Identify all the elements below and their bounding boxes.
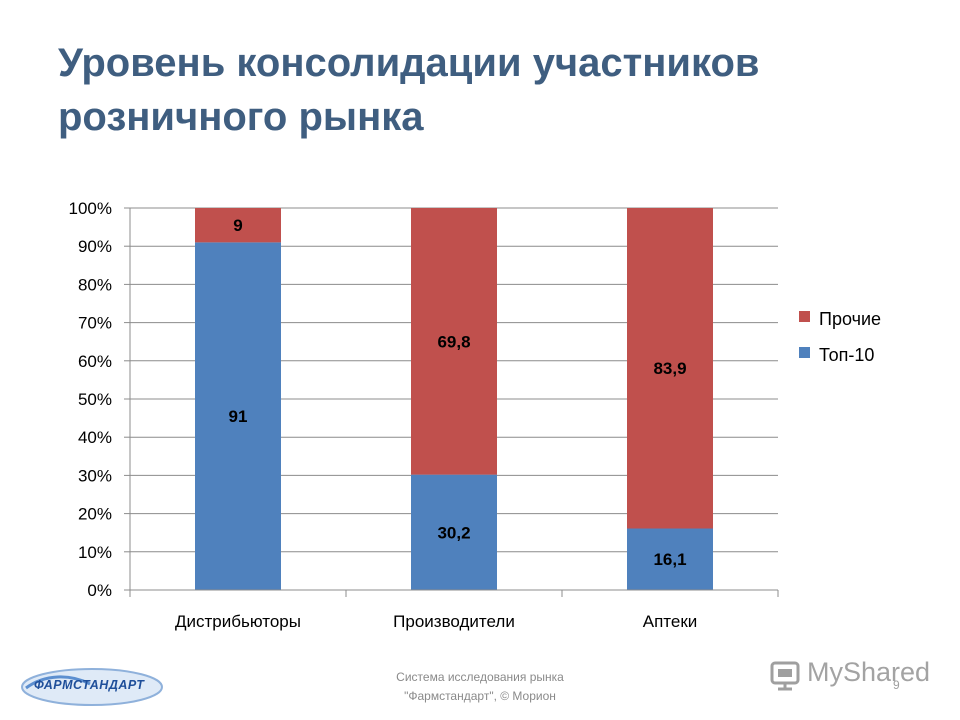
bar-top10 xyxy=(627,528,713,590)
data-label: 9 xyxy=(233,216,242,235)
y-tick-label: 50% xyxy=(78,390,112,409)
x-tick-label: Аптеки xyxy=(643,612,698,631)
legend: Прочие Топ-10 xyxy=(799,309,881,365)
footer-source: Система исследования рынка "Фармстандарт… xyxy=(350,668,610,706)
page-number: 9 xyxy=(893,678,900,692)
x-tick-label: Дистрибьюторы xyxy=(175,612,301,631)
y-tick-label: 10% xyxy=(78,543,112,562)
legend-swatch xyxy=(799,347,810,358)
bar-top10 xyxy=(411,474,497,590)
data-label: 69,8 xyxy=(437,332,470,351)
data-label: 83,9 xyxy=(653,359,686,378)
x-tick-label: Производители xyxy=(393,612,515,631)
bar-top10 xyxy=(195,242,281,590)
axes: 0% 10% 20% 30% 40% 50% 60% 70% 80% 90% 100% Дистриб… xyxy=(69,199,779,631)
y-tick-label: 100% xyxy=(69,199,112,218)
y-tick-label: 40% xyxy=(78,428,112,447)
legend-label: Топ-10 xyxy=(819,345,874,365)
y-tick-label: 0% xyxy=(87,581,112,600)
y-tick-label: 70% xyxy=(78,314,112,333)
y-tick-label: 80% xyxy=(78,275,112,294)
y-tick-label: 20% xyxy=(78,505,112,524)
logo-text: ФАРМСТАНДАРТ xyxy=(34,678,145,692)
data-label: 16,1 xyxy=(653,550,686,569)
legend-swatch xyxy=(799,311,810,322)
slide-title: Уровень консолидации участников рознично… xyxy=(58,36,918,144)
bar-others xyxy=(627,208,713,529)
footer-line-2: "Фармстандарт", © Морион xyxy=(404,689,556,703)
slide-title-line-2: розничного рынка xyxy=(58,95,424,139)
slide-title-line-1: Уровень консолидации участников xyxy=(58,41,760,85)
data-label: 30,2 xyxy=(437,523,470,542)
myshared-watermark: MyShared xyxy=(807,657,931,687)
bar-others xyxy=(411,208,497,475)
bar-others xyxy=(195,208,281,243)
pharmstandard-logo xyxy=(20,666,165,708)
legend-label: Прочие xyxy=(819,309,881,329)
y-tick-label: 60% xyxy=(78,352,112,371)
footer-line-1: Система исследования рынка xyxy=(396,670,564,684)
labels: 91 9 30,2 69,8 16,1 83,9 xyxy=(229,216,687,569)
y-tick-label: 30% xyxy=(78,466,112,485)
data-label: 91 xyxy=(229,407,248,426)
presentation-icon xyxy=(770,661,800,691)
bars xyxy=(195,208,713,590)
y-tick-label: 90% xyxy=(78,237,112,256)
